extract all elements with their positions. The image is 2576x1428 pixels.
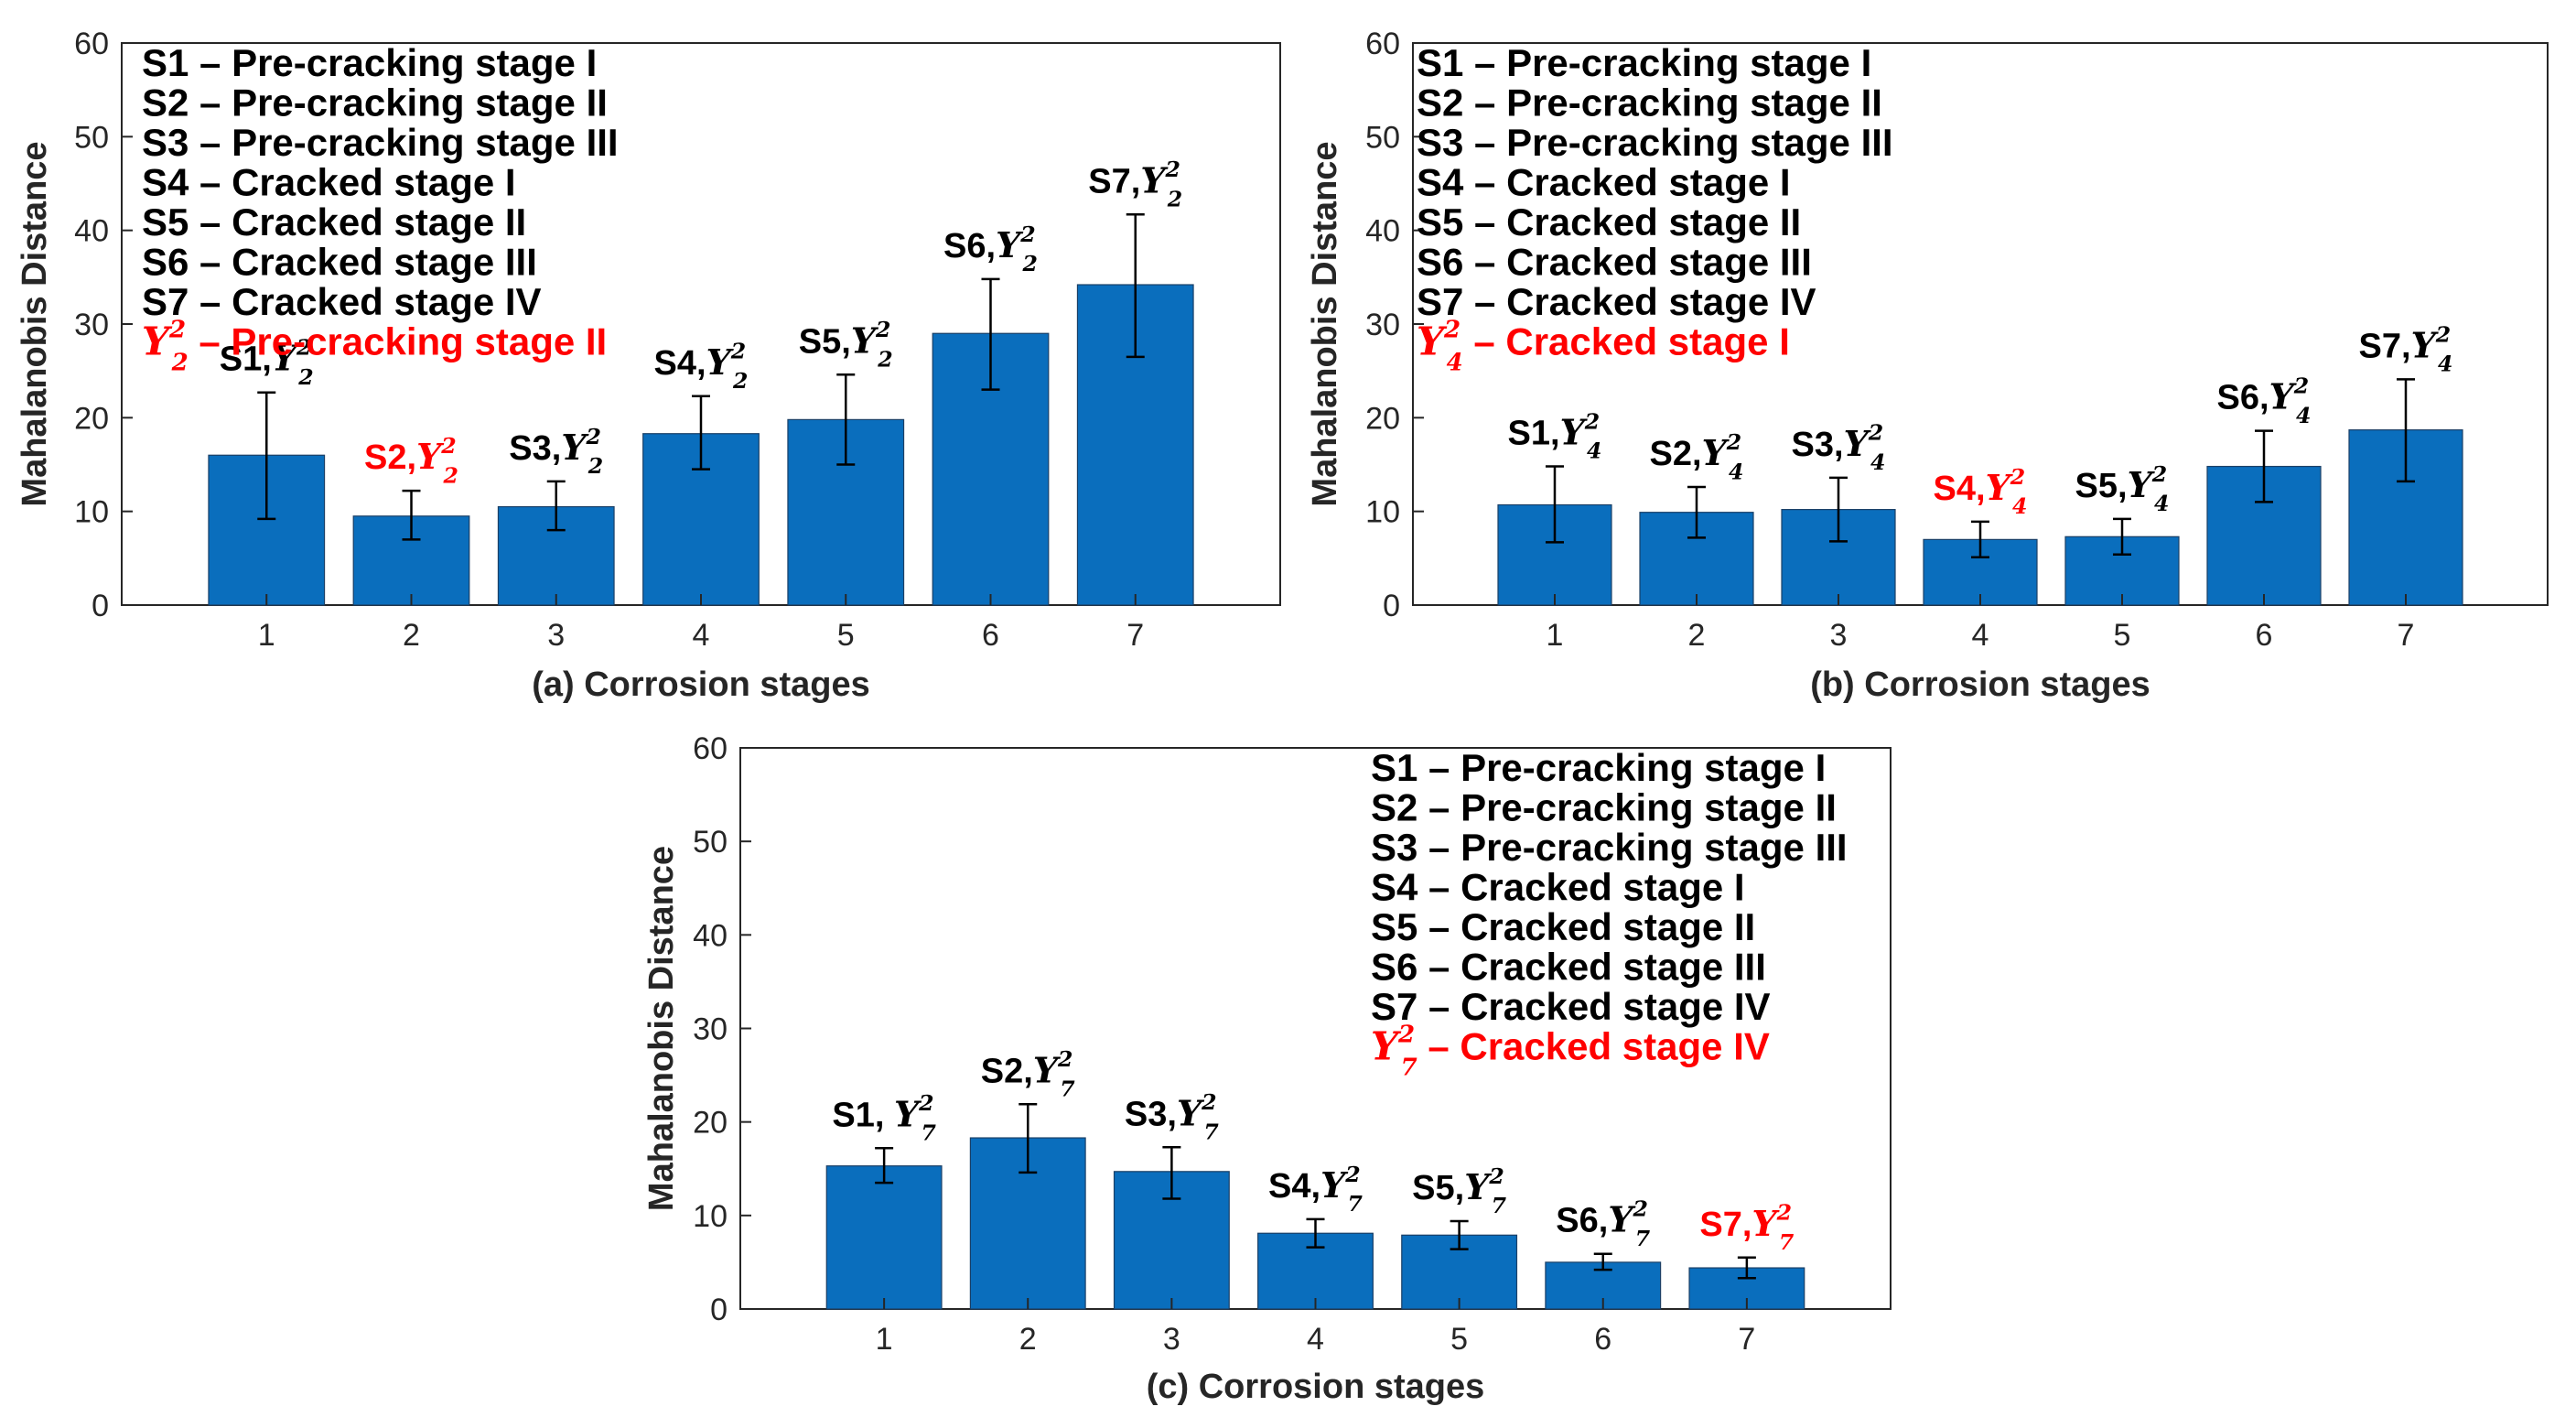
bar-label: S3,Y22​ — [509, 424, 603, 479]
legend-reference-entry: Y27​ – Cracked stage IV — [1371, 1022, 1770, 1082]
y-tick-label: 50 — [1365, 120, 1400, 155]
x-tick-label: 1 — [258, 618, 275, 653]
legend-entry: S1 – Pre-cracking stage I — [142, 41, 597, 84]
bar — [825, 1165, 943, 1310]
y-tick-label: 50 — [693, 825, 728, 860]
x-tick-label: 5 — [2114, 618, 2131, 653]
bar-label: S1,Y22​ — [220, 335, 314, 390]
y-tick-label: 30 — [693, 1012, 728, 1047]
legend-entry: S1 – Pre-cracking stage I — [1371, 746, 1826, 789]
bar-label: S3,Y24​ — [1792, 420, 1886, 475]
x-tick-label: 3 — [547, 618, 565, 653]
y-tick-label: 60 — [693, 731, 728, 766]
x-tick-label: 6 — [982, 618, 999, 653]
x-axis-label: (b) Corrosion stages — [1810, 665, 2150, 704]
bar-label: S4,Y22​ — [654, 339, 749, 394]
bar-label: S6,Y27​ — [1556, 1196, 1651, 1251]
y-tick-label: 0 — [1383, 589, 1400, 623]
x-tick-label: 5 — [1450, 1322, 1468, 1357]
legend-entry: S3 – Pre-cracking stage III — [142, 121, 619, 164]
y-tick-label: 40 — [74, 214, 109, 249]
x-tick-label: 7 — [1126, 618, 1144, 653]
legend-entry: S5 – Cracked stage II — [142, 200, 526, 243]
legend-entry: S4 – Cracked stage I — [1417, 161, 1791, 204]
y-axis-label: Mahalanobis Distance — [1306, 141, 1344, 506]
y-tick-label: 10 — [693, 1199, 728, 1234]
bar-label: S2,Y27​ — [981, 1046, 1076, 1101]
y-tick-label: 20 — [74, 401, 109, 436]
legend-entry: S7 – Cracked stage IV — [1371, 985, 1771, 1028]
x-axis-label: (a) Corrosion stages — [532, 665, 870, 704]
bar-label: S7,Y24​ — [2359, 321, 2453, 376]
x-tick-label: 3 — [1830, 618, 1848, 653]
x-tick-label: 2 — [403, 618, 420, 653]
bar-label: S5,Y22​ — [799, 317, 893, 372]
y-tick-label: 30 — [1365, 308, 1400, 342]
x-tick-label: 5 — [837, 618, 855, 653]
y-tick-label: 40 — [1365, 214, 1400, 249]
legend-entry: S3 – Pre-cracking stage III — [1371, 826, 1848, 869]
bar-label: S1,Y24​ — [1508, 408, 1602, 463]
bar-label: S6,Y22​ — [943, 222, 1038, 276]
panel-c: 0 10 20 30 40 50 60 1 S1, Y27​ 2 S2,Y27​ 3 S3,Y27​ 4 S… — [642, 731, 1892, 1406]
bar-label: S7,Y27​ — [1699, 1200, 1795, 1255]
legend-entry: S4 – Cracked stage I — [142, 161, 516, 204]
legend-entry: S3 – Pre-cracking stage III — [1417, 121, 1893, 164]
x-axis-label: (c) Corrosion stages — [1147, 1368, 1485, 1406]
legend-reference-entry: Y24​ – Cracked stage I — [1417, 317, 1790, 377]
x-tick-label: 2 — [1688, 618, 1706, 653]
legend-entry: S6 – Cracked stage III — [1417, 241, 1812, 284]
x-tick-label: 1 — [1547, 618, 1564, 653]
y-tick-label: 20 — [1365, 401, 1400, 436]
legend-entry: S1 – Pre-cracking stage I — [1417, 41, 1871, 84]
bar — [1497, 503, 1612, 606]
x-tick-label: 6 — [1594, 1322, 1611, 1357]
x-tick-label: 7 — [2398, 618, 2415, 653]
bar-label: S3,Y27​ — [1125, 1089, 1220, 1144]
bar-label: S5,Y24​ — [2075, 461, 2170, 516]
bar-label: S7,Y22​ — [1088, 157, 1182, 211]
panel-b: 0 10 20 30 40 50 60 1 S1,Y24​ 2 S2,Y24​ 3 S3,Y24​ 4 S4… — [1306, 27, 2549, 704]
y-tick-label: 60 — [74, 27, 109, 61]
x-tick-label: 7 — [1738, 1322, 1755, 1357]
y-tick-label: 0 — [92, 589, 109, 623]
y-tick-label: 10 — [1365, 495, 1400, 530]
x-tick-label: 4 — [1972, 618, 1989, 653]
y-tick-label: 30 — [74, 308, 109, 342]
x-tick-label: 4 — [693, 618, 710, 653]
x-tick-label: 1 — [876, 1322, 893, 1357]
legend-entry: S2 – Pre-cracking stage II — [1417, 81, 1882, 124]
x-tick-label: 3 — [1163, 1322, 1180, 1357]
y-axis-label: Mahalanobis Distance — [16, 141, 54, 506]
legend-entry: S4 – Cracked stage I — [1371, 866, 1745, 909]
legend-entry: S2 – Pre-cracking stage II — [1371, 786, 1837, 829]
legend-entry: S7 – Cracked stage IV — [1417, 280, 1816, 323]
x-tick-label: 4 — [1307, 1322, 1324, 1357]
y-tick-label: 60 — [1365, 27, 1400, 61]
bar-label: S4,Y24​ — [1934, 464, 2028, 519]
bar-label: S2,Y22​ — [364, 433, 458, 488]
y-tick-label: 40 — [693, 918, 728, 953]
y-tick-label: 0 — [710, 1293, 728, 1327]
legend-entry: S5 – Cracked stage II — [1371, 905, 1755, 948]
legend-entry: S6 – Cracked stage III — [142, 241, 537, 284]
bar-label: S6,Y24​ — [2217, 373, 2312, 428]
x-tick-label: 2 — [1019, 1322, 1037, 1357]
legend-entry: S5 – Cracked stage II — [1417, 200, 1801, 243]
legend-reference-entry: Y22​ – Pre-cracking stage II — [142, 317, 607, 377]
bar-label: S5,Y27​ — [1412, 1163, 1507, 1218]
y-tick-label: 10 — [74, 495, 109, 530]
y-axis-label: Mahalanobis Distance — [642, 846, 681, 1211]
panel-a: 0 10 20 30 40 50 60 1 S1,Y22​ 2 S2,Y22​ 3 S3,Y22​ 4 S4… — [16, 27, 1281, 704]
y-tick-label: 20 — [693, 1106, 728, 1141]
bar-label: S4,Y27​ — [1268, 1162, 1363, 1217]
bar-label: S1, Y27​ — [832, 1090, 936, 1145]
legend-entry: S7 – Cracked stage IV — [142, 280, 542, 323]
y-tick-label: 50 — [74, 120, 109, 155]
bar-label: S2,Y24​ — [1650, 429, 1744, 484]
legend-entry: S6 – Cracked stage III — [1371, 946, 1766, 989]
legend-entry: S2 – Pre-cracking stage II — [142, 81, 608, 124]
x-tick-label: 6 — [2256, 618, 2273, 653]
